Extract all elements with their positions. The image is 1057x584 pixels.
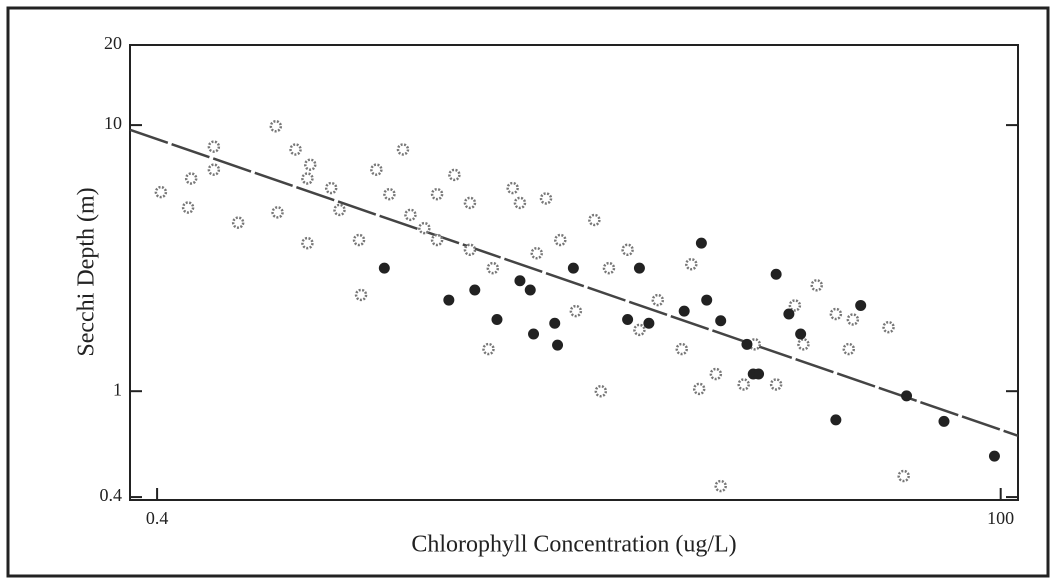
data-point — [539, 192, 553, 205]
data-point — [443, 294, 455, 306]
data-point — [829, 307, 843, 321]
data-point — [207, 163, 221, 176]
data-point — [685, 257, 698, 271]
data-point — [855, 299, 867, 311]
y-axis-label: Secchi Depth (m) — [74, 187, 100, 356]
data-point — [506, 181, 519, 195]
plot-frame — [129, 44, 1019, 501]
data-point — [842, 342, 856, 356]
data-point — [530, 246, 543, 260]
data-point — [301, 172, 314, 185]
y-tick-label: 20 — [104, 33, 122, 53]
data-point — [301, 236, 314, 250]
data-point — [830, 414, 842, 426]
trend-line — [129, 128, 1019, 437]
data-point — [938, 415, 950, 427]
data-point — [788, 299, 802, 312]
data-point — [352, 233, 366, 247]
data-point — [448, 168, 461, 182]
data-point — [770, 268, 782, 280]
data-point — [901, 390, 913, 402]
data-point — [513, 196, 527, 210]
x-axis-label: Chlorophyll Concentration (ug/L) — [411, 532, 736, 558]
data-point — [701, 294, 713, 306]
data-point — [324, 181, 338, 195]
data-point — [514, 275, 526, 287]
data-point — [795, 328, 807, 340]
data-point — [528, 328, 540, 340]
data-point — [675, 342, 689, 356]
data-point — [370, 163, 383, 176]
data-point — [797, 338, 810, 351]
data-point — [383, 187, 396, 201]
data-point — [430, 233, 444, 247]
data-point — [552, 339, 564, 351]
data-point — [783, 308, 795, 320]
data-point — [491, 313, 503, 325]
data-point — [692, 382, 706, 396]
data-point — [714, 479, 727, 493]
data-point — [554, 233, 567, 247]
data-point — [810, 279, 823, 292]
data-point — [418, 221, 431, 235]
data-point — [569, 304, 583, 318]
data-point — [753, 368, 765, 380]
y-tick-label: 10 — [104, 113, 122, 133]
x-tick-label: 100 — [987, 508, 1014, 528]
data-point — [524, 284, 536, 296]
data-point — [737, 378, 750, 391]
data-point — [269, 120, 283, 133]
x-tick-label: 0.4 — [146, 508, 169, 528]
y-tick-label: 1 — [113, 379, 122, 399]
data-point — [154, 185, 168, 199]
data-point — [378, 262, 390, 274]
data-point — [633, 262, 645, 274]
data-point — [988, 450, 1000, 462]
data-point — [651, 293, 665, 307]
data-point — [621, 243, 634, 257]
data-point — [643, 317, 655, 329]
data-point — [271, 206, 284, 219]
data-point — [482, 342, 495, 356]
data-point — [846, 313, 860, 326]
data-point — [430, 187, 444, 201]
data-point — [181, 201, 195, 214]
data-point — [602, 261, 616, 275]
data-point — [463, 243, 477, 257]
data-point — [396, 143, 410, 156]
data-point — [588, 213, 601, 227]
data-point — [709, 367, 723, 381]
data-point — [567, 262, 579, 274]
data-point — [695, 237, 707, 249]
data-point — [622, 313, 634, 325]
data-point — [633, 323, 646, 337]
data-point — [207, 140, 221, 153]
data-point — [463, 196, 477, 210]
data-point — [594, 384, 608, 398]
data-point — [184, 172, 198, 185]
data-point — [231, 216, 245, 229]
data-point — [769, 378, 783, 391]
data-point — [882, 320, 895, 334]
data-point — [469, 284, 481, 296]
data-point — [549, 317, 561, 329]
data-point — [333, 203, 346, 217]
data-point — [304, 158, 317, 171]
data-point — [897, 469, 910, 483]
data-point — [486, 261, 500, 275]
data-point — [678, 305, 690, 317]
data-point — [404, 208, 417, 222]
data-point — [715, 315, 727, 327]
y-tick-label: 0.4 — [100, 485, 123, 505]
outer-border — [6, 6, 1050, 578]
data-point — [289, 143, 302, 156]
data-point — [741, 338, 753, 350]
data-point — [354, 288, 368, 302]
